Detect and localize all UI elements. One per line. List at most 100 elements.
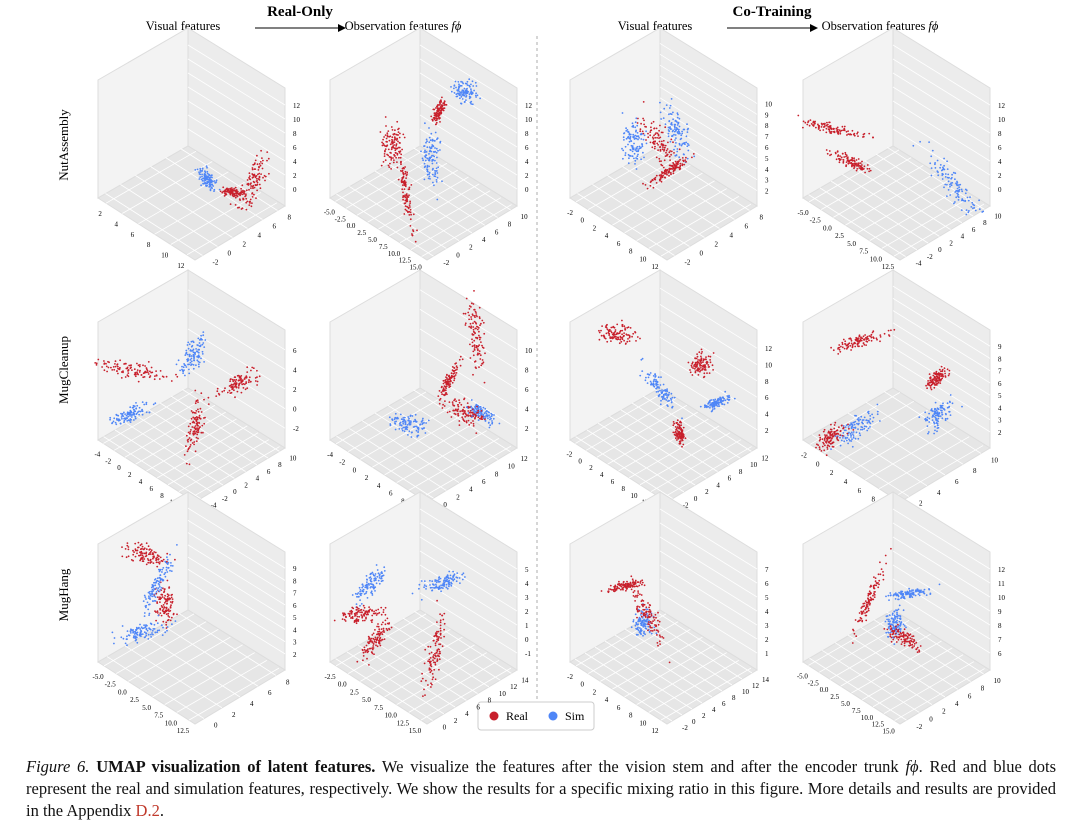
feature-dot — [852, 133, 855, 136]
feature-dot — [931, 419, 934, 421]
feature-dot — [694, 370, 697, 372]
feature-dot — [845, 155, 847, 158]
feature-dot — [103, 360, 105, 362]
feature-dot — [956, 195, 959, 197]
feature-dot — [138, 634, 141, 637]
feature-dot — [722, 399, 725, 402]
feature-dot — [875, 337, 878, 340]
feature-dot — [389, 423, 392, 425]
feature-dot — [423, 586, 425, 589]
grid-line — [187, 569, 286, 630]
x-tick-label: -2.5 — [325, 673, 337, 681]
feature-dot — [649, 380, 652, 383]
feature-dot — [405, 425, 408, 428]
feature-dot — [949, 185, 951, 188]
feature-dot — [856, 418, 859, 421]
feature-dot — [693, 155, 696, 158]
feature-dot — [939, 415, 942, 417]
feature-dot — [478, 350, 481, 352]
grid-line — [159, 402, 258, 466]
feature-dot — [659, 178, 662, 181]
feature-dot — [144, 371, 146, 374]
feature-dot — [700, 369, 702, 372]
feature-dot — [936, 422, 939, 425]
grid-line — [346, 651, 445, 715]
feature-dot — [468, 308, 471, 310]
feature-dot — [167, 561, 170, 564]
feature-dot — [458, 401, 461, 404]
feature-dot — [659, 384, 662, 386]
feature-dot — [843, 440, 846, 443]
feature-dot — [702, 365, 704, 368]
feature-dot — [205, 182, 208, 185]
feature-dot — [411, 234, 414, 237]
feature-dot — [861, 345, 863, 348]
feature-dot — [708, 372, 711, 374]
feature-dot — [427, 684, 429, 686]
feature-dot — [674, 437, 677, 440]
feature-dot — [660, 131, 663, 134]
feature-dot — [142, 600, 145, 602]
feature-dot — [677, 427, 680, 430]
feature-dot — [166, 556, 168, 559]
feature-dot — [425, 422, 427, 424]
grid-line — [419, 578, 518, 640]
feature-dot — [636, 145, 639, 148]
feature-dot — [405, 193, 408, 195]
z-tick-label: 6 — [998, 144, 1002, 152]
feature-dot — [861, 419, 864, 421]
feature-dot — [229, 380, 232, 383]
y-tick-label: 2 — [456, 493, 460, 501]
grid-line — [575, 149, 667, 203]
feature-dot — [822, 129, 825, 131]
feature-dot — [398, 152, 401, 154]
feature-dot — [228, 191, 231, 194]
grid-line — [187, 593, 286, 655]
feature-dot — [393, 159, 395, 161]
feature-dot — [644, 379, 647, 382]
grid-line — [892, 347, 991, 408]
feature-dot — [112, 366, 115, 368]
feature-dot — [846, 157, 849, 160]
feature-dot — [452, 404, 455, 407]
feature-dot — [424, 648, 427, 651]
feature-dot — [466, 90, 469, 93]
feature-dot — [462, 419, 465, 422]
feature-dot — [641, 357, 644, 360]
feature-dot — [116, 363, 119, 365]
feature-dot — [666, 173, 668, 176]
feature-dot — [132, 408, 135, 411]
feature-dot — [712, 369, 714, 371]
feature-dot — [425, 588, 427, 590]
feature-dot — [931, 382, 934, 385]
feature-dot — [647, 132, 649, 135]
feature-dot — [625, 137, 628, 140]
feature-dot — [438, 650, 441, 653]
feature-dot — [700, 348, 703, 351]
feature-dot — [925, 384, 927, 387]
feature-dot — [261, 157, 263, 159]
feature-dot — [257, 178, 260, 180]
grid-line — [892, 72, 991, 134]
feature-dot — [458, 94, 461, 97]
feature-dot — [841, 434, 844, 437]
feature-dot — [156, 602, 159, 604]
feature-dot — [670, 401, 673, 404]
feature-dot — [833, 424, 836, 426]
feature-dot — [109, 418, 111, 421]
feature-dot — [622, 136, 625, 139]
feature-dot — [196, 168, 199, 171]
feature-dot — [850, 349, 852, 351]
z-tick-label: 0 — [998, 186, 1002, 194]
feature-dot — [826, 446, 829, 449]
feature-dot — [408, 194, 410, 197]
feature-dot — [850, 338, 852, 340]
feature-dot — [861, 428, 864, 431]
feature-dot — [940, 409, 942, 412]
feature-dot — [476, 94, 479, 97]
feature-dot — [619, 330, 621, 333]
feature-dot — [653, 147, 656, 150]
feature-dot — [665, 170, 667, 173]
feature-dot — [132, 631, 134, 634]
feature-dot — [838, 346, 841, 349]
